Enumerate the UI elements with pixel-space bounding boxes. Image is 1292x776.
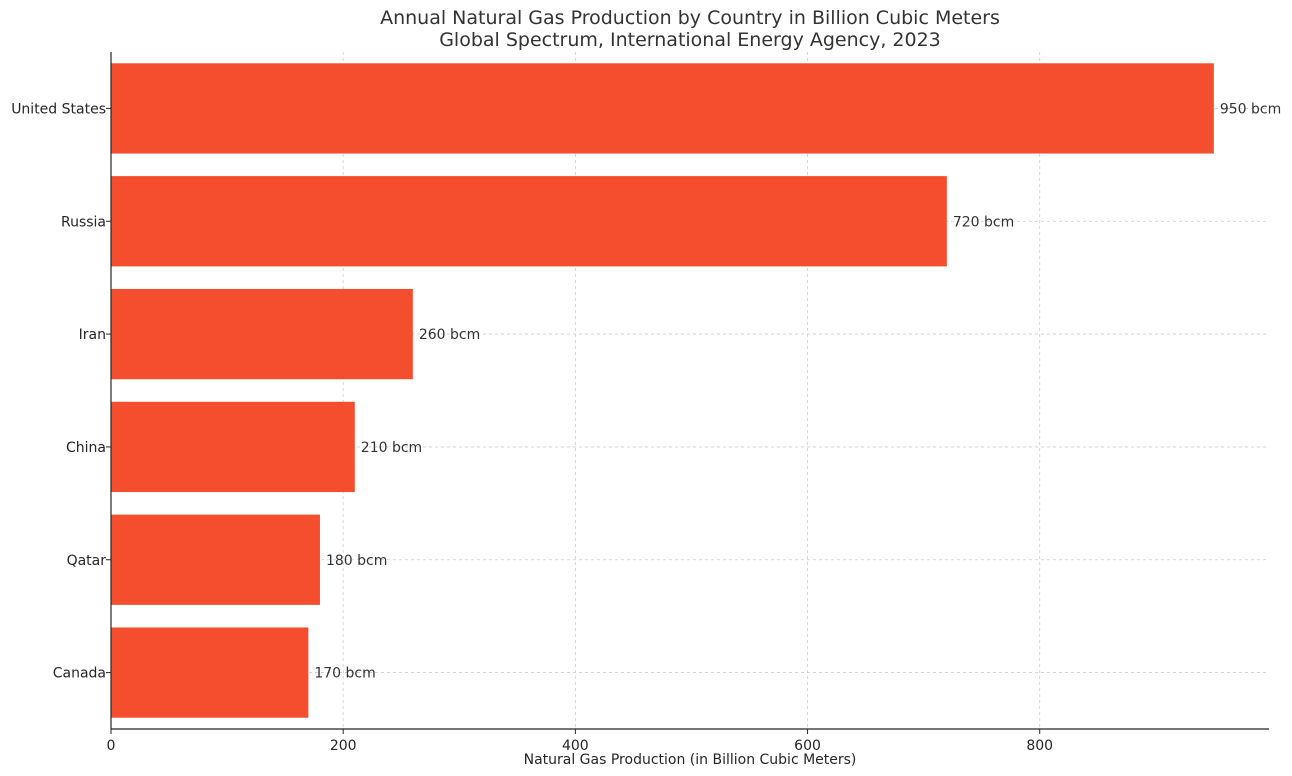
data-label: 210 bcm bbox=[361, 440, 422, 456]
y-tick-label: Qatar bbox=[67, 553, 107, 569]
chart-subtitle: Global Spectrum, International Energy Ag… bbox=[439, 29, 941, 51]
x-tick-label: 400 bbox=[562, 738, 589, 754]
y-tick-label: China bbox=[66, 440, 106, 456]
data-label: 170 bcm bbox=[314, 666, 375, 682]
data-label: 180 bcm bbox=[326, 553, 387, 569]
data-label: 260 bcm bbox=[419, 327, 480, 343]
bar bbox=[111, 514, 320, 605]
data-label: 720 bcm bbox=[953, 214, 1014, 230]
y-tick-label: United States bbox=[11, 101, 106, 117]
x-axis-label: Natural Gas Production (in Billion Cubic… bbox=[524, 752, 857, 768]
y-tick-label: Canada bbox=[53, 666, 106, 682]
axes bbox=[106, 52, 1269, 734]
chart-title: Annual Natural Gas Production by Country… bbox=[380, 7, 1000, 29]
bar bbox=[111, 176, 947, 267]
bars bbox=[111, 63, 1214, 718]
bar bbox=[111, 627, 309, 718]
bar bbox=[111, 63, 1214, 154]
x-tick-label: 800 bbox=[1026, 738, 1053, 754]
bar bbox=[111, 288, 413, 380]
labels: 0 200 400 600 800 United States Russia Iran Chin… bbox=[11, 101, 1281, 754]
data-label: 950 bcm bbox=[1220, 101, 1281, 117]
bar bbox=[111, 401, 355, 493]
x-tick-label: 600 bbox=[794, 738, 821, 754]
y-tick-label: Iran bbox=[79, 327, 106, 343]
x-tick-label: 200 bbox=[330, 738, 357, 754]
x-tick-label: 0 bbox=[107, 738, 116, 754]
y-tick-label: Russia bbox=[61, 214, 106, 230]
